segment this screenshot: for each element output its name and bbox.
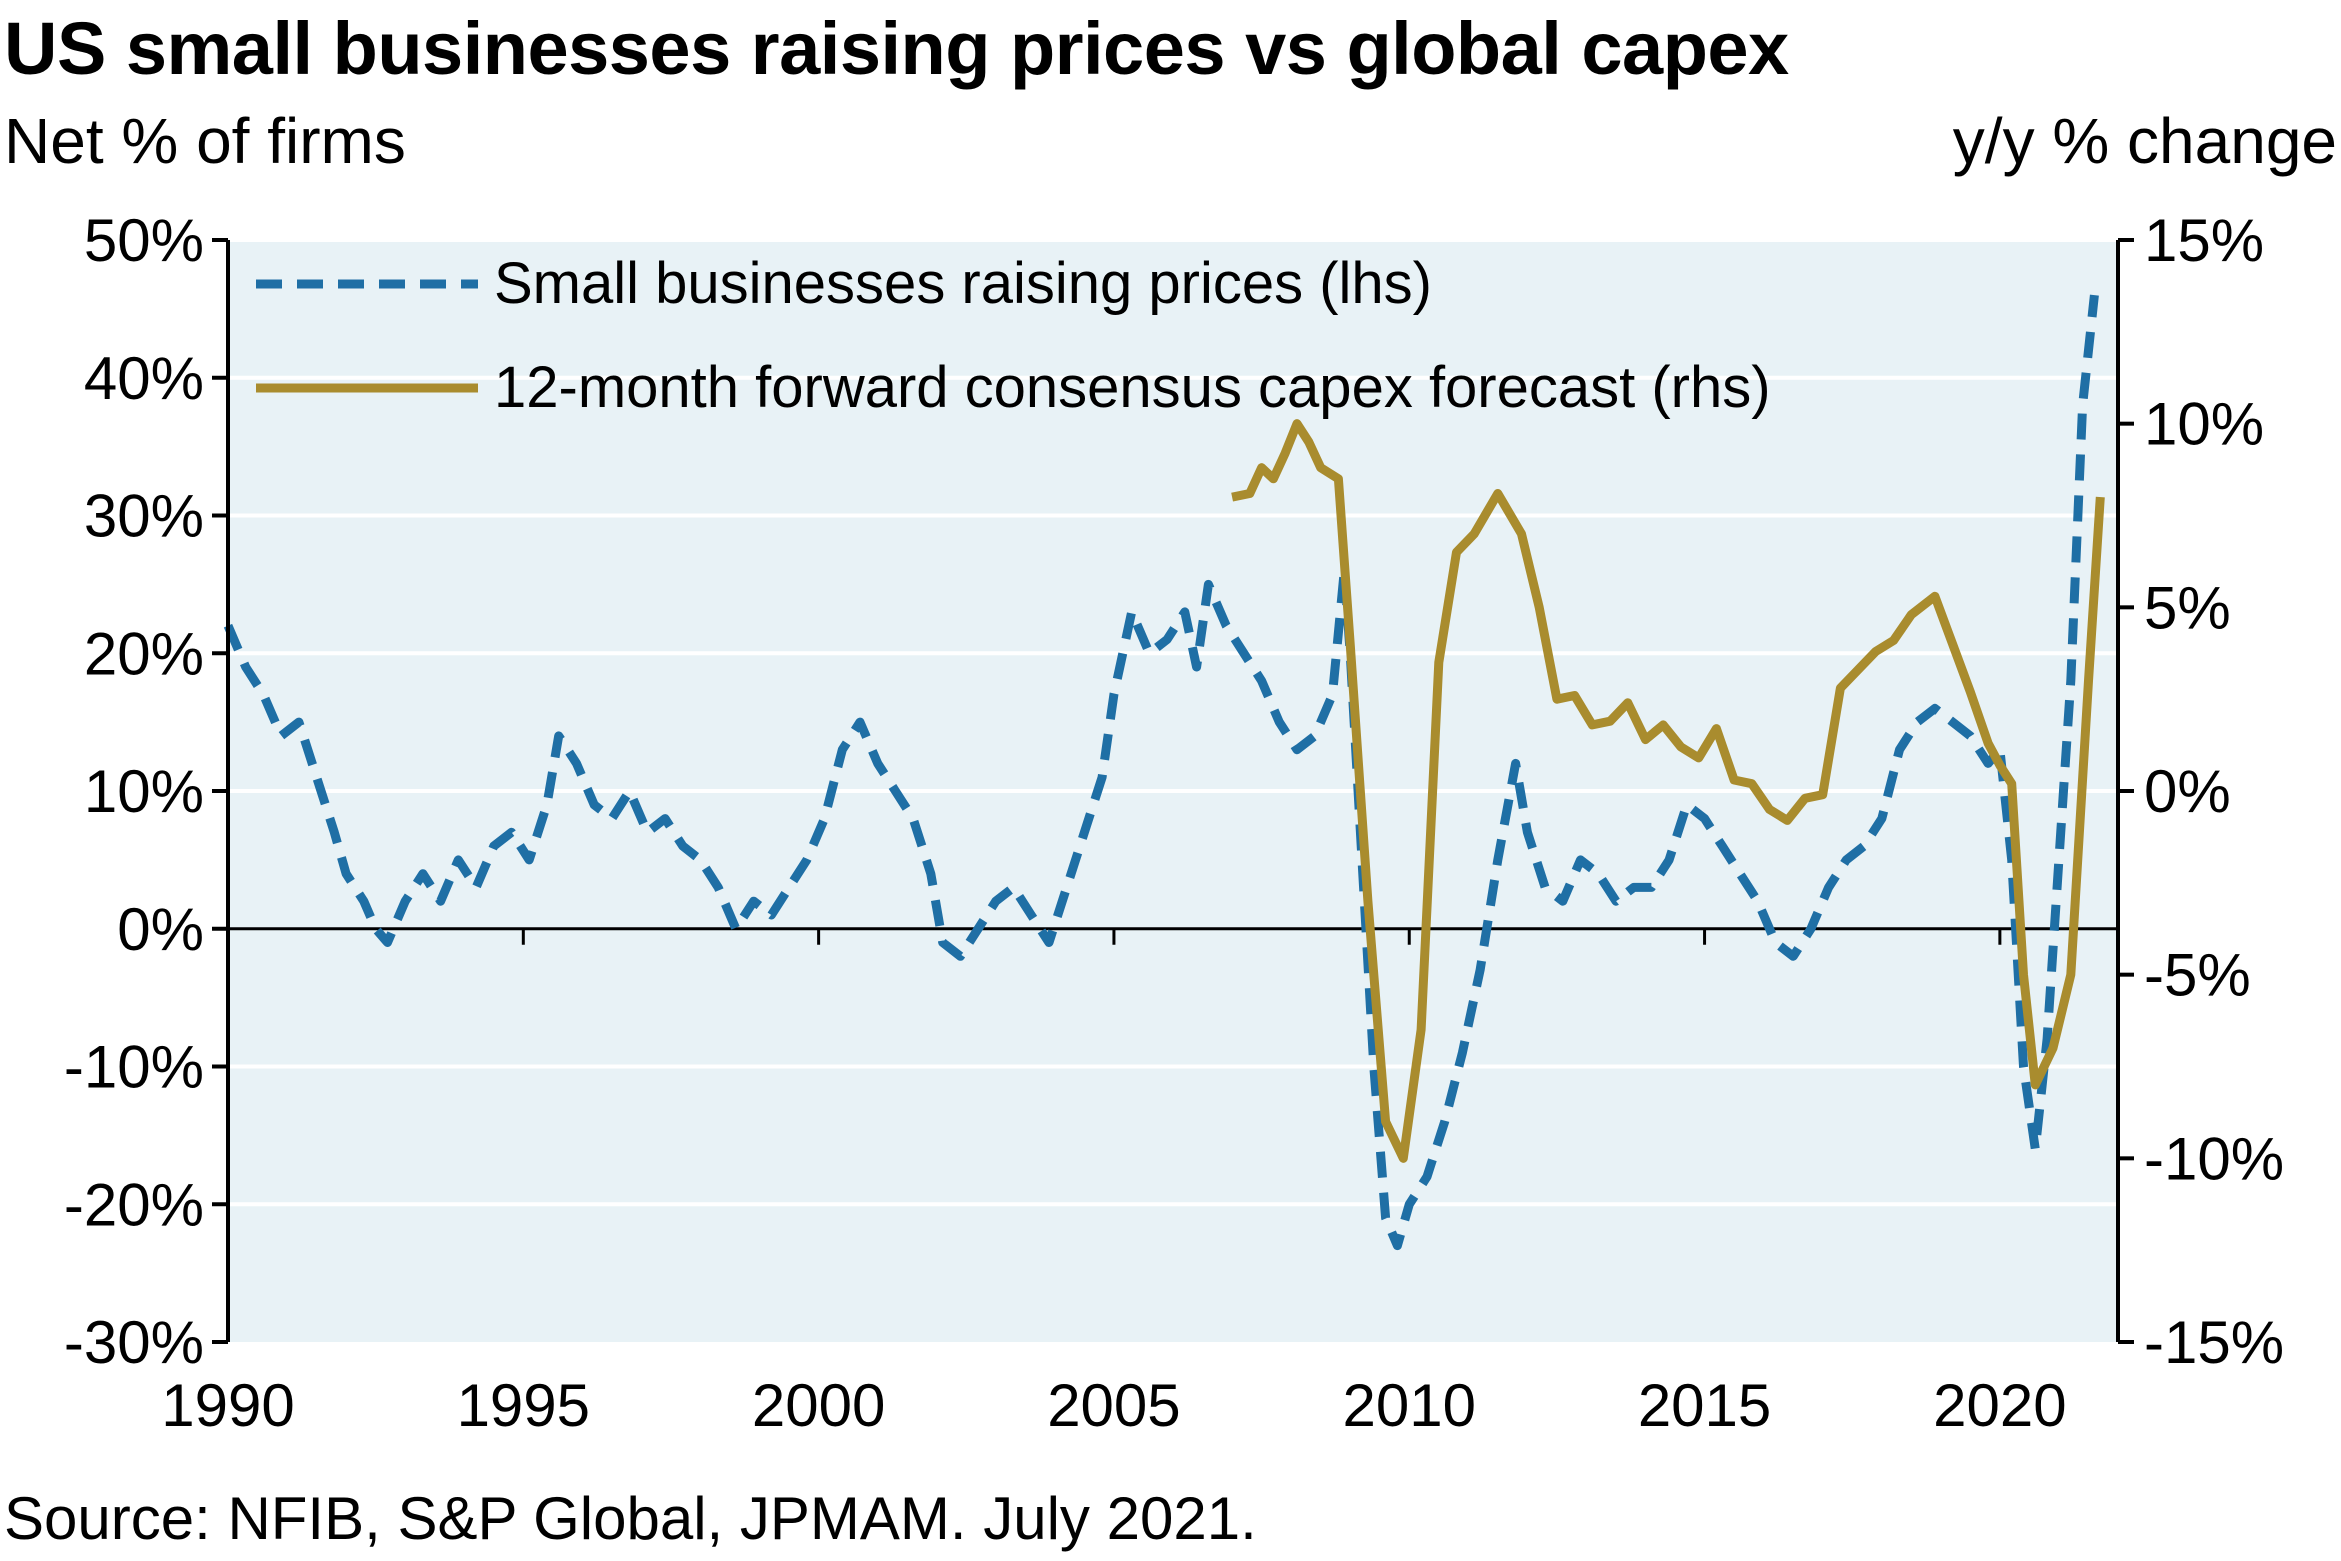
legend: Small businesses raising prices (lhs) 12… (256, 251, 1771, 420)
left-tick-label: 30% (84, 483, 204, 550)
x-tick-label: 1990 (161, 1372, 294, 1439)
x-tick-label: 2010 (1343, 1372, 1476, 1439)
left-tick-label: -10% (64, 1034, 204, 1101)
right-tick-label: 15% (2144, 207, 2264, 274)
x-tick-label: 2005 (1047, 1372, 1180, 1439)
x-axis-ticks: 1990 1995 2000 2005 2010 2015 2020 (161, 928, 2067, 1439)
source-note: Source: NFIB, S&P Global, JPMAM. July 20… (4, 1485, 1257, 1552)
gridlines (228, 238, 2118, 1207)
left-tick-label: 0% (117, 896, 204, 963)
right-axis-label: y/y % change (1952, 105, 2337, 177)
chart-title: US small businesses raising prices vs gl… (4, 7, 1789, 90)
series-line-small-business (223, 294, 2099, 1251)
left-tick-label: 50% (84, 207, 204, 274)
legend-label-capex: 12-month forward consensus capex forecas… (494, 355, 1771, 420)
x-tick-label: 2015 (1638, 1372, 1771, 1439)
series-layer (223, 294, 2105, 1251)
left-tick-label: -30% (64, 1309, 204, 1376)
right-tick-label: -5% (2144, 942, 2251, 1009)
right-tick-label: -10% (2144, 1125, 2284, 1192)
right-tick-label: -15% (2144, 1309, 2284, 1376)
left-tick-label: 10% (84, 758, 204, 825)
right-tick-label: 5% (2144, 574, 2231, 641)
left-axis-ticks: -30% -20% -10% 0% 10% 20% 30% 40% 50% (64, 207, 228, 1376)
left-tick-label: -20% (64, 1171, 204, 1238)
x-tick-label: 1995 (457, 1372, 590, 1439)
right-tick-label: 10% (2144, 391, 2264, 458)
x-tick-label: 2000 (752, 1372, 885, 1439)
x-tick-label: 2020 (1933, 1372, 2066, 1439)
left-tick-label: 40% (84, 345, 204, 412)
series-line-capex (1231, 419, 2105, 1163)
left-axis-label: Net % of firms (4, 105, 406, 177)
left-tick-label: 20% (84, 620, 204, 687)
right-axis-ticks: -15% -10% -5% 0% 5% 10% 15% (2118, 207, 2284, 1376)
legend-label-small-business: Small businesses raising prices (lhs) (494, 251, 1432, 316)
right-tick-label: 0% (2144, 758, 2231, 825)
